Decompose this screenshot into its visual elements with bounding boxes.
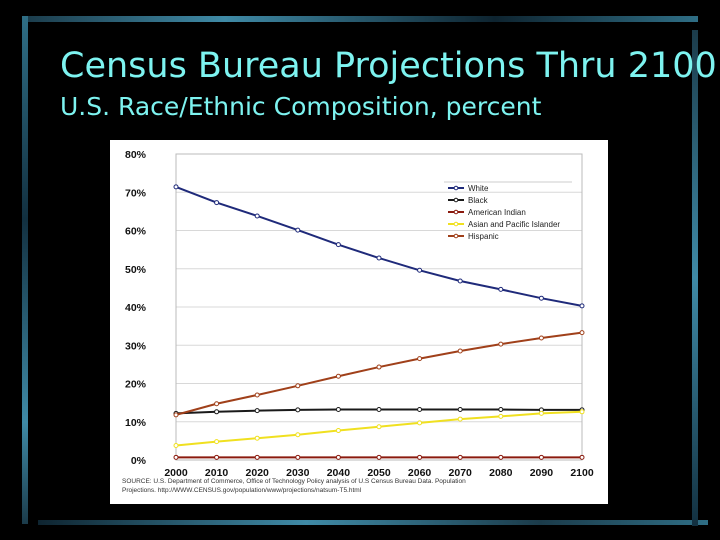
series-line-0 [175, 185, 583, 307]
frame-bar-left [22, 16, 28, 524]
legend-label: Hispanic [468, 232, 499, 241]
data-point [538, 295, 544, 301]
data-point [295, 383, 301, 389]
y-tick-label: 50% [125, 264, 147, 276]
data-point [173, 442, 179, 448]
legend-marker-4 [453, 233, 459, 239]
data-point [457, 348, 463, 354]
data-point [376, 255, 382, 261]
x-tick-label: 2060 [408, 467, 432, 479]
data-point [579, 409, 585, 415]
data-point [498, 341, 504, 347]
frame-bar-right [692, 30, 698, 526]
x-tick-label: 2030 [286, 467, 310, 479]
data-point [538, 410, 544, 416]
slide-title: Census Bureau Projections Thru 2100 [60, 46, 717, 86]
x-tick-label: 2050 [367, 467, 391, 479]
data-point [376, 424, 382, 430]
data-point [376, 454, 382, 460]
y-tick-label: 80% [125, 149, 147, 161]
data-point [295, 227, 301, 233]
data-point [457, 416, 463, 422]
legend-marker-3 [453, 221, 459, 227]
y-tick-label: 70% [125, 187, 147, 199]
data-point [417, 356, 423, 362]
x-tick-label: 2090 [530, 467, 554, 479]
legend-label: American Indian [468, 208, 526, 217]
legend-marker-0 [453, 185, 459, 191]
y-tick-label: 20% [125, 379, 147, 391]
data-point [498, 454, 504, 460]
data-point [579, 303, 585, 309]
data-point [335, 428, 341, 434]
chart-panel: 0% 10% 20% 30% 40% 50% 60% 70% 80% 2000 2010 2020 20… [110, 140, 608, 504]
data-point [376, 364, 382, 370]
data-point [457, 278, 463, 284]
data-point [417, 454, 423, 460]
data-point [214, 200, 220, 206]
data-point [376, 407, 382, 413]
frame-bar-bottom [38, 520, 708, 525]
data-point [417, 267, 423, 273]
x-tick-label: 2070 [449, 467, 473, 479]
data-point [417, 420, 423, 426]
data-point [173, 184, 179, 190]
data-point [214, 439, 220, 445]
data-point [498, 413, 504, 419]
legend-label: Black [468, 196, 489, 205]
source-note-line: SOURCE: U.S. Department of Commerce, Off… [122, 478, 466, 485]
legend-marker-1 [453, 197, 459, 203]
y-tick-label: 0% [131, 455, 147, 467]
source-note-line: Projections. http://WWW.CENSUS.gov/popul… [122, 487, 362, 494]
data-point [254, 408, 260, 414]
data-point [254, 392, 260, 398]
x-tick-label: 2010 [205, 467, 229, 479]
y-tick-label: 60% [125, 226, 147, 238]
data-point [498, 286, 504, 292]
data-point [538, 335, 544, 341]
data-point [295, 454, 301, 460]
frame-bar-top [22, 16, 698, 22]
data-point [254, 435, 260, 441]
data-point [335, 373, 341, 379]
data-point [295, 407, 301, 413]
x-tick-label: 2000 [164, 467, 188, 479]
data-point [579, 330, 585, 336]
legend-marker-2 [453, 209, 459, 215]
data-point [173, 412, 179, 418]
x-tick-label: 2020 [246, 467, 270, 479]
y-tick-label: 30% [125, 340, 147, 352]
legend-label: Asian and Pacific Islander [468, 220, 560, 229]
line-chart: 0% 10% 20% 30% 40% 50% 60% 70% 80% 2000 2010 2020 20… [122, 149, 594, 494]
x-tick-label: 2100 [570, 467, 594, 479]
data-point [335, 242, 341, 248]
data-point [214, 401, 220, 407]
data-point [457, 407, 463, 413]
x-tick-label: 2080 [489, 467, 513, 479]
data-point [254, 213, 260, 219]
data-point [498, 407, 504, 413]
slide-subtitle: U.S. Race/Ethnic Composition, percent [60, 92, 542, 121]
data-point [417, 407, 423, 413]
data-point [214, 454, 220, 460]
data-point [335, 454, 341, 460]
data-point [457, 454, 463, 460]
y-tick-label: 40% [125, 302, 147, 314]
data-point [214, 409, 220, 415]
data-point [173, 454, 179, 460]
data-point [295, 432, 301, 438]
y-tick-label: 10% [125, 417, 147, 429]
data-point [579, 454, 585, 460]
data-point [254, 454, 260, 460]
data-point [538, 454, 544, 460]
data-point [335, 407, 341, 413]
legend-label: White [468, 184, 489, 193]
x-tick-label: 2040 [327, 467, 351, 479]
